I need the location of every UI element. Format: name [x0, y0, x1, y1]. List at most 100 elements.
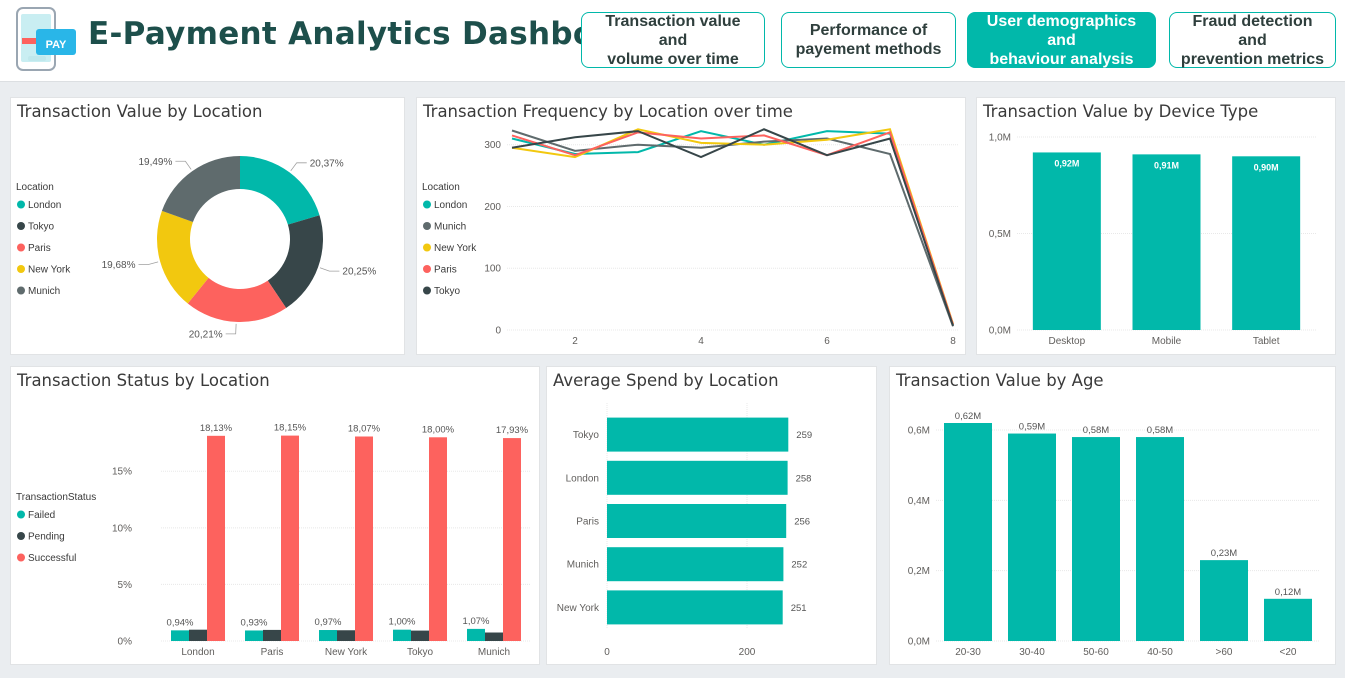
y-tick-label: 300 — [484, 140, 501, 151]
legend-marker — [423, 243, 431, 252]
data-label: 0,12M — [1275, 587, 1301, 598]
legend-title: Location — [422, 182, 460, 193]
bar — [467, 628, 485, 641]
series-line — [511, 128, 954, 326]
bar — [1032, 152, 1101, 330]
legend-marker — [423, 265, 431, 273]
card-value-by-age[interactable]: Transaction Value by Age 0,0M 0,2M 0,4M 0,6… — [889, 366, 1336, 665]
leader-line — [319, 267, 340, 272]
bar — [319, 630, 337, 641]
legend-item: Pending — [28, 532, 65, 543]
x-tick-label: New York — [325, 647, 368, 658]
y-tick-label: 15% — [112, 467, 132, 478]
data-label: 18,15% — [274, 423, 307, 434]
data-label: 0,90M — [1254, 162, 1279, 172]
nav-label-line2: prevention metrics — [1180, 50, 1325, 68]
y-tick-label: 0,4M — [908, 496, 930, 507]
card-title: Transaction Frequency by Location over t… — [423, 102, 793, 121]
legend-item: Failed — [28, 510, 55, 521]
legend-item: Paris — [28, 243, 51, 254]
bar — [245, 630, 263, 641]
x-tick-label: 30-40 — [1019, 647, 1045, 658]
age-bar-chart: 0,0M 0,2M 0,4M 0,6M 0,62M 20-30 0,59M 30-40 0,58… — [908, 411, 1320, 658]
card-title: Average Spend by Location — [553, 371, 779, 390]
x-tick-label: London — [181, 647, 214, 658]
device-bar-chart: 0,0M 0,5M 1,0M 0,92M Desktop 0,91M Mobile 0,90M… — [989, 133, 1316, 347]
series-line — [511, 128, 954, 325]
nav-label-line2: payement methods — [795, 41, 942, 58]
card-value-by-device[interactable]: Transaction Value by Device Type 0,0M 0,5… — [976, 97, 1336, 355]
nav-button-transaction-value[interactable]: Transaction value and volume over time — [581, 12, 765, 68]
data-label: 17,93% — [496, 425, 529, 436]
x-tick-label: Tokyo — [407, 647, 434, 658]
legend-marker — [17, 265, 25, 273]
nav-label-line2: volume over time — [607, 50, 739, 68]
line-chart: Location London Munich New York Paris Tokyo 0 1… — [422, 128, 958, 347]
x-tick-label: 2 — [572, 336, 578, 347]
y-tick-label: 5% — [118, 580, 133, 591]
card-frequency-over-time[interactable]: Transaction Frequency by Location over t… — [416, 97, 966, 355]
legend-item: Successful — [28, 553, 76, 564]
bar — [607, 590, 783, 625]
bar — [263, 629, 281, 641]
data-label: 256 — [794, 517, 810, 528]
y-tick-label: Tokyo — [573, 430, 600, 441]
nav-button-payment-methods[interactable]: Performance of payement methods — [781, 12, 956, 68]
card-average-spend[interactable]: Average Spend by Location 0 200 259 Tokyo 25… — [546, 366, 877, 665]
bar — [429, 437, 447, 641]
nav-button-user-demographics[interactable]: User demographics and behaviour analysis — [967, 12, 1156, 68]
y-tick-label: Munich — [567, 560, 599, 571]
data-label: 0,23M — [1211, 548, 1237, 559]
bar — [1008, 433, 1056, 641]
y-tick-label: 0,0M — [908, 637, 930, 648]
data-label: 0,93% — [241, 617, 268, 628]
legend-marker — [423, 286, 431, 295]
nav-button-fraud-detection[interactable]: Fraud detection and prevention metrics — [1169, 12, 1336, 68]
legend-marker — [17, 243, 25, 252]
legend-marker — [17, 532, 25, 540]
x-tick-label: Mobile — [1152, 336, 1182, 347]
logo-text: PAY — [46, 39, 67, 51]
data-label: 0,94% — [167, 617, 194, 628]
y-tick-label: 0,6M — [908, 426, 930, 437]
y-tick-label: London — [566, 473, 599, 484]
legend-item: Munich — [434, 222, 466, 233]
donut-slice — [187, 277, 287, 322]
donut-slice — [156, 210, 209, 304]
nav-label-line1: Performance of — [809, 22, 928, 39]
data-label: 1,07% — [463, 616, 490, 627]
data-label: 0,59M — [1019, 422, 1045, 433]
x-tick-label: <20 — [1280, 647, 1297, 658]
card-title: Transaction Value by Device Type — [983, 102, 1259, 121]
legend-item: New York — [434, 243, 477, 254]
legend-item: Tokyo — [28, 222, 55, 233]
series-line — [511, 131, 954, 325]
card-title: Transaction Value by Location — [17, 102, 263, 121]
donut-slice — [161, 156, 240, 223]
donut-slice — [240, 156, 320, 225]
data-label: 18,00% — [422, 424, 455, 435]
x-tick-label: >60 — [1216, 647, 1233, 658]
bar — [171, 630, 189, 641]
bar — [411, 630, 429, 641]
donut-chart: Location London Tokyo Paris New York Munich 20… — [16, 156, 376, 340]
card-value-by-location[interactable]: Transaction Value by Location Location Lo… — [10, 97, 405, 355]
data-label: 0,97% — [315, 617, 342, 628]
leader-line — [175, 160, 192, 170]
x-tick-label: 4 — [698, 336, 704, 347]
legend-marker — [17, 510, 25, 519]
bar — [207, 435, 225, 641]
header-bar: PAY E-Payment Analytics Dashboard Transa… — [0, 0, 1345, 82]
bar — [607, 417, 789, 452]
data-label: 0,58M — [1083, 425, 1109, 436]
x-tick-label: Munich — [478, 647, 510, 658]
bar — [393, 629, 411, 641]
legend-marker — [17, 222, 25, 230]
data-label: 0,58M — [1147, 425, 1173, 436]
nav-label-line1: User demographics and — [986, 12, 1137, 49]
legend-marker — [17, 553, 25, 562]
x-tick-label: 8 — [950, 336, 956, 347]
legend-title: Location — [16, 182, 54, 193]
y-tick-label: 0,5M — [989, 229, 1011, 240]
card-status-by-location[interactable]: Transaction Status by Location Transacti… — [10, 366, 540, 665]
